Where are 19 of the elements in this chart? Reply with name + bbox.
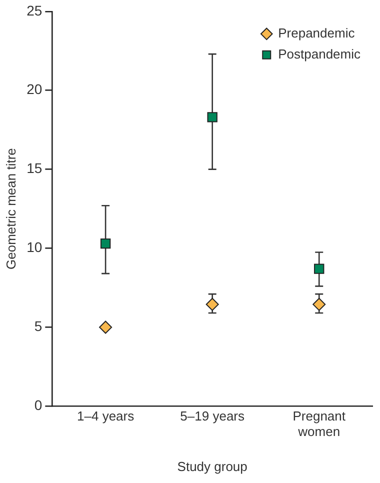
legend-label: Postpandemic <box>278 46 361 62</box>
y-tick-label: 10 <box>26 239 42 256</box>
y-axis-title: Geometric mean titre <box>3 148 18 270</box>
y-tick-label: 20 <box>26 81 42 98</box>
point <box>99 320 112 334</box>
point <box>100 238 111 249</box>
point <box>207 112 218 122</box>
x-tick-label: Pregnant women <box>292 408 346 440</box>
y-tick-label: 0 <box>34 397 42 414</box>
y-tick-label: 5 <box>34 318 42 334</box>
x-tick-label: 5–19 years <box>180 408 245 424</box>
y-tick-label: 25 <box>26 2 42 18</box>
point <box>312 298 326 311</box>
x-axis-title: Study group <box>177 458 248 474</box>
legend-label: Prepandemic <box>278 25 356 40</box>
point <box>206 298 219 311</box>
y-tick-label: 15 <box>26 160 42 176</box>
point <box>314 264 324 274</box>
x-tick-label: 1–4 years <box>77 408 135 424</box>
